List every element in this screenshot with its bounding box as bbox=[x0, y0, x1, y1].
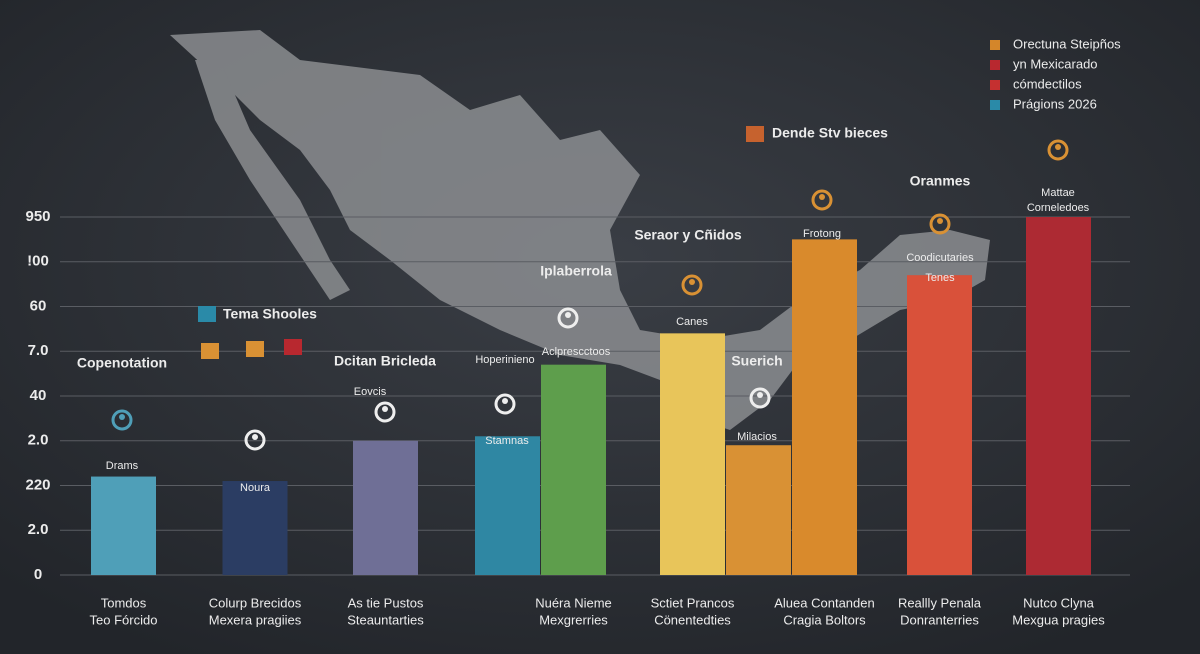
icon bbox=[757, 392, 763, 398]
icon bbox=[937, 218, 943, 224]
annotation: Mattae bbox=[1041, 187, 1075, 199]
annotation: Aclprescctoos bbox=[542, 346, 611, 358]
y-tick-label: 0 bbox=[34, 566, 42, 583]
x-tick-label: Tomdos bbox=[101, 595, 147, 610]
x-tick-label: Mexgua pragies bbox=[1012, 612, 1105, 627]
decor-square bbox=[201, 343, 219, 359]
bar bbox=[222, 481, 288, 575]
y-tick-label: 2.0 bbox=[28, 432, 49, 449]
icon bbox=[119, 414, 125, 420]
x-tick-label: Donranterries bbox=[900, 612, 979, 627]
annotation: Drams bbox=[106, 460, 139, 472]
annotation: Canes bbox=[676, 316, 708, 328]
icon bbox=[494, 393, 516, 415]
icon bbox=[244, 429, 266, 451]
bar bbox=[907, 275, 972, 575]
icon bbox=[557, 307, 579, 329]
icon bbox=[111, 409, 133, 431]
icon bbox=[374, 401, 396, 423]
map bbox=[170, 30, 990, 430]
bar bbox=[353, 440, 418, 575]
x-tick-label: Aluea Contanden bbox=[774, 595, 874, 610]
annotation: Copenotation bbox=[77, 355, 167, 371]
icon bbox=[252, 434, 258, 440]
annotation: Oranmes bbox=[910, 173, 971, 189]
y-tick-label: 220 bbox=[25, 476, 50, 493]
x-tick-label: Nutco Clyna bbox=[1023, 595, 1095, 610]
x-tick-label: Mexera pragiies bbox=[209, 612, 302, 627]
bar bbox=[475, 436, 540, 575]
legend-label: yn Mexicarado bbox=[1013, 56, 1098, 71]
annotation: Milacios bbox=[737, 431, 777, 443]
legend-label: Orectuna Steipños bbox=[1013, 36, 1121, 51]
annotation: Eovcis bbox=[354, 386, 387, 398]
annotation: Suerich bbox=[731, 353, 782, 369]
x-tick-label: Teo Fórcido bbox=[90, 612, 158, 627]
annotation: Seraor y Cñidos bbox=[634, 227, 742, 243]
legend-swatch bbox=[990, 100, 1000, 110]
y-tick-label: 7.0 bbox=[28, 342, 49, 359]
annotation: Noura bbox=[240, 482, 271, 494]
x-tick-label: Sctiet Prancos bbox=[651, 595, 735, 610]
legend-label: Prágions 2026 bbox=[1013, 96, 1097, 111]
annotation: Iplaberrola bbox=[540, 263, 612, 279]
annotation: Dende Stv bieces bbox=[772, 125, 888, 141]
annotation: Corneledoes bbox=[1027, 202, 1090, 214]
x-tick-label: Steauntarties bbox=[347, 612, 424, 627]
x-tick-label: Cönentedties bbox=[654, 612, 731, 627]
bar bbox=[726, 445, 791, 575]
annotation: Tema Shooles bbox=[223, 306, 317, 322]
y-tick-label: 40 bbox=[30, 387, 47, 404]
icon bbox=[1047, 139, 1069, 161]
icon bbox=[382, 406, 388, 412]
legend-label: cómdectilos bbox=[1013, 76, 1082, 91]
annotation: Tenes bbox=[925, 272, 955, 284]
x-tick-label: Reallly Penala bbox=[898, 595, 982, 610]
y-tick-label: 60 bbox=[30, 297, 47, 314]
icon bbox=[681, 274, 703, 296]
bar bbox=[792, 239, 857, 575]
x-tick-label: As tie Pustos bbox=[348, 595, 424, 610]
decor-square bbox=[246, 341, 264, 357]
x-tick-label: Mexgrerries bbox=[539, 612, 608, 627]
bar bbox=[91, 476, 156, 575]
annotation: Frotong bbox=[803, 228, 841, 240]
annotation: Hoperinieno bbox=[475, 354, 534, 366]
legend-swatch bbox=[990, 60, 1000, 70]
bar bbox=[660, 333, 725, 575]
annotation: Dcitan Bricleda bbox=[334, 353, 436, 369]
icon bbox=[689, 279, 695, 285]
decor-square bbox=[746, 126, 764, 142]
y-tick-label: !00 bbox=[27, 253, 49, 270]
icon bbox=[929, 213, 951, 235]
icon bbox=[502, 398, 508, 404]
icon bbox=[749, 387, 771, 409]
legend-swatch bbox=[990, 40, 1000, 50]
bar bbox=[1026, 217, 1091, 575]
x-tick-label: Colurp Brecidos bbox=[209, 595, 302, 610]
annotation: Coodicutaries bbox=[906, 252, 974, 264]
decor-square bbox=[198, 306, 216, 322]
x-tick-label: Nuéra Nieme bbox=[535, 595, 612, 610]
icon bbox=[819, 194, 825, 200]
annotation: Stamnas bbox=[485, 435, 529, 447]
y-tick-label: 950 bbox=[25, 208, 50, 225]
legend-swatch bbox=[990, 80, 1000, 90]
icon bbox=[1055, 144, 1061, 150]
decor-square bbox=[284, 339, 302, 355]
x-tick-label: Cragia Boltors bbox=[783, 612, 866, 627]
icon bbox=[565, 312, 571, 318]
y-tick-label: 2.0 bbox=[28, 521, 49, 538]
icon bbox=[811, 189, 833, 211]
bar bbox=[541, 364, 606, 575]
